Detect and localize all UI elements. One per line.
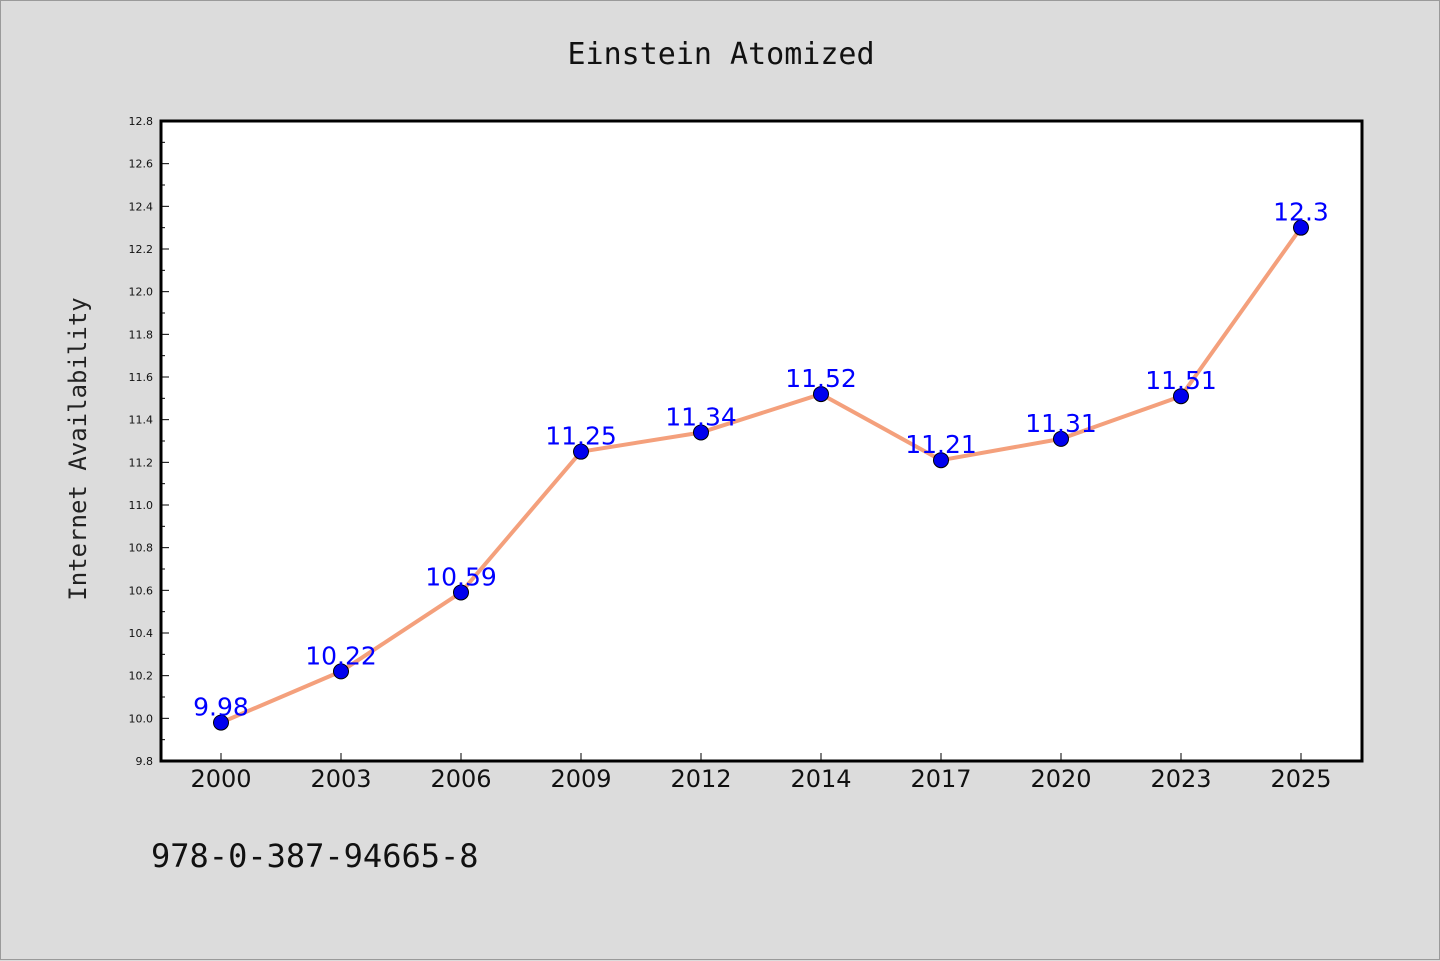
x-tick-label: 2009 <box>550 765 611 793</box>
x-tick-label: 2023 <box>1150 765 1211 793</box>
x-tick-label: 2014 <box>790 765 851 793</box>
y-axis-label: Internet Availability <box>64 297 92 600</box>
x-tick-label: 2000 <box>190 765 251 793</box>
y-tick-label: 11.0 <box>129 499 154 512</box>
y-tick-label: 12.8 <box>129 115 154 128</box>
x-tick-label: 2017 <box>910 765 971 793</box>
data-point <box>213 714 229 731</box>
data-labels: 9.98 10.22 10.59 11.25 11.34 11.52 11.21 11.31 1… <box>193 198 1329 722</box>
x-tick-label: 2012 <box>670 765 731 793</box>
plot-area <box>161 121 1362 761</box>
y-tick-label: 11.2 <box>129 456 154 469</box>
x-tick-label: 2003 <box>310 765 371 793</box>
data-label: 12.3 <box>1273 198 1329 227</box>
series-group <box>213 219 1309 731</box>
y-tick-label: 9.8 <box>136 755 154 768</box>
y-tick-label: 10.8 <box>129 542 154 555</box>
y-tick-label: 10.0 <box>129 712 154 725</box>
data-label: 11.21 <box>905 430 977 459</box>
data-point <box>1293 219 1309 236</box>
data-point <box>693 424 709 441</box>
y-tick-label: 10.4 <box>129 627 154 640</box>
footer-isbn: 978-0-387-94665-8 <box>151 837 479 875</box>
y-tick-label: 12.6 <box>129 158 154 171</box>
y-tick-label: 10.6 <box>129 584 154 597</box>
y-tick-label: 12.4 <box>129 200 154 213</box>
data-label: 11.25 <box>545 422 617 451</box>
y-tick-label: 10.2 <box>129 670 154 683</box>
data-label: 10.59 <box>425 562 497 591</box>
x-tick-label: 2006 <box>430 765 491 793</box>
y-tick-label: 12.0 <box>129 286 154 299</box>
data-point <box>1053 430 1069 447</box>
data-point <box>813 386 829 403</box>
data-label: 11.52 <box>785 364 857 393</box>
data-label: 11.34 <box>665 402 737 431</box>
y-tick-label: 11.4 <box>129 414 154 427</box>
data-label: 10.22 <box>305 641 377 670</box>
y-tick-label: 11.6 <box>129 371 154 384</box>
y-tick-label: 12.2 <box>129 243 154 256</box>
data-label: 9.98 <box>193 693 249 722</box>
chart-title: Einstein Atomized <box>567 37 874 72</box>
data-point <box>573 443 589 460</box>
data-label: 11.31 <box>1025 409 1097 438</box>
data-point <box>933 452 949 469</box>
x-tick-label: 2020 <box>1030 765 1091 793</box>
y-axis-ticks: 9.8 10.0 10.2 10.4 10.6 10.8 11.0 11.2 11.4 11.6 1… <box>129 115 169 768</box>
data-label: 11.51 <box>1145 366 1217 395</box>
series-line <box>219 225 1303 725</box>
y-tick-label: 11.8 <box>129 328 154 341</box>
data-point <box>333 663 349 680</box>
data-point <box>1173 388 1189 405</box>
x-tick-label: 2025 <box>1270 765 1331 793</box>
data-point <box>453 584 469 601</box>
x-axis-ticks: 2000 2003 2006 2009 2012 2014 2017 2020 2023 2025 <box>190 753 1332 793</box>
plot-border <box>159 119 1364 763</box>
